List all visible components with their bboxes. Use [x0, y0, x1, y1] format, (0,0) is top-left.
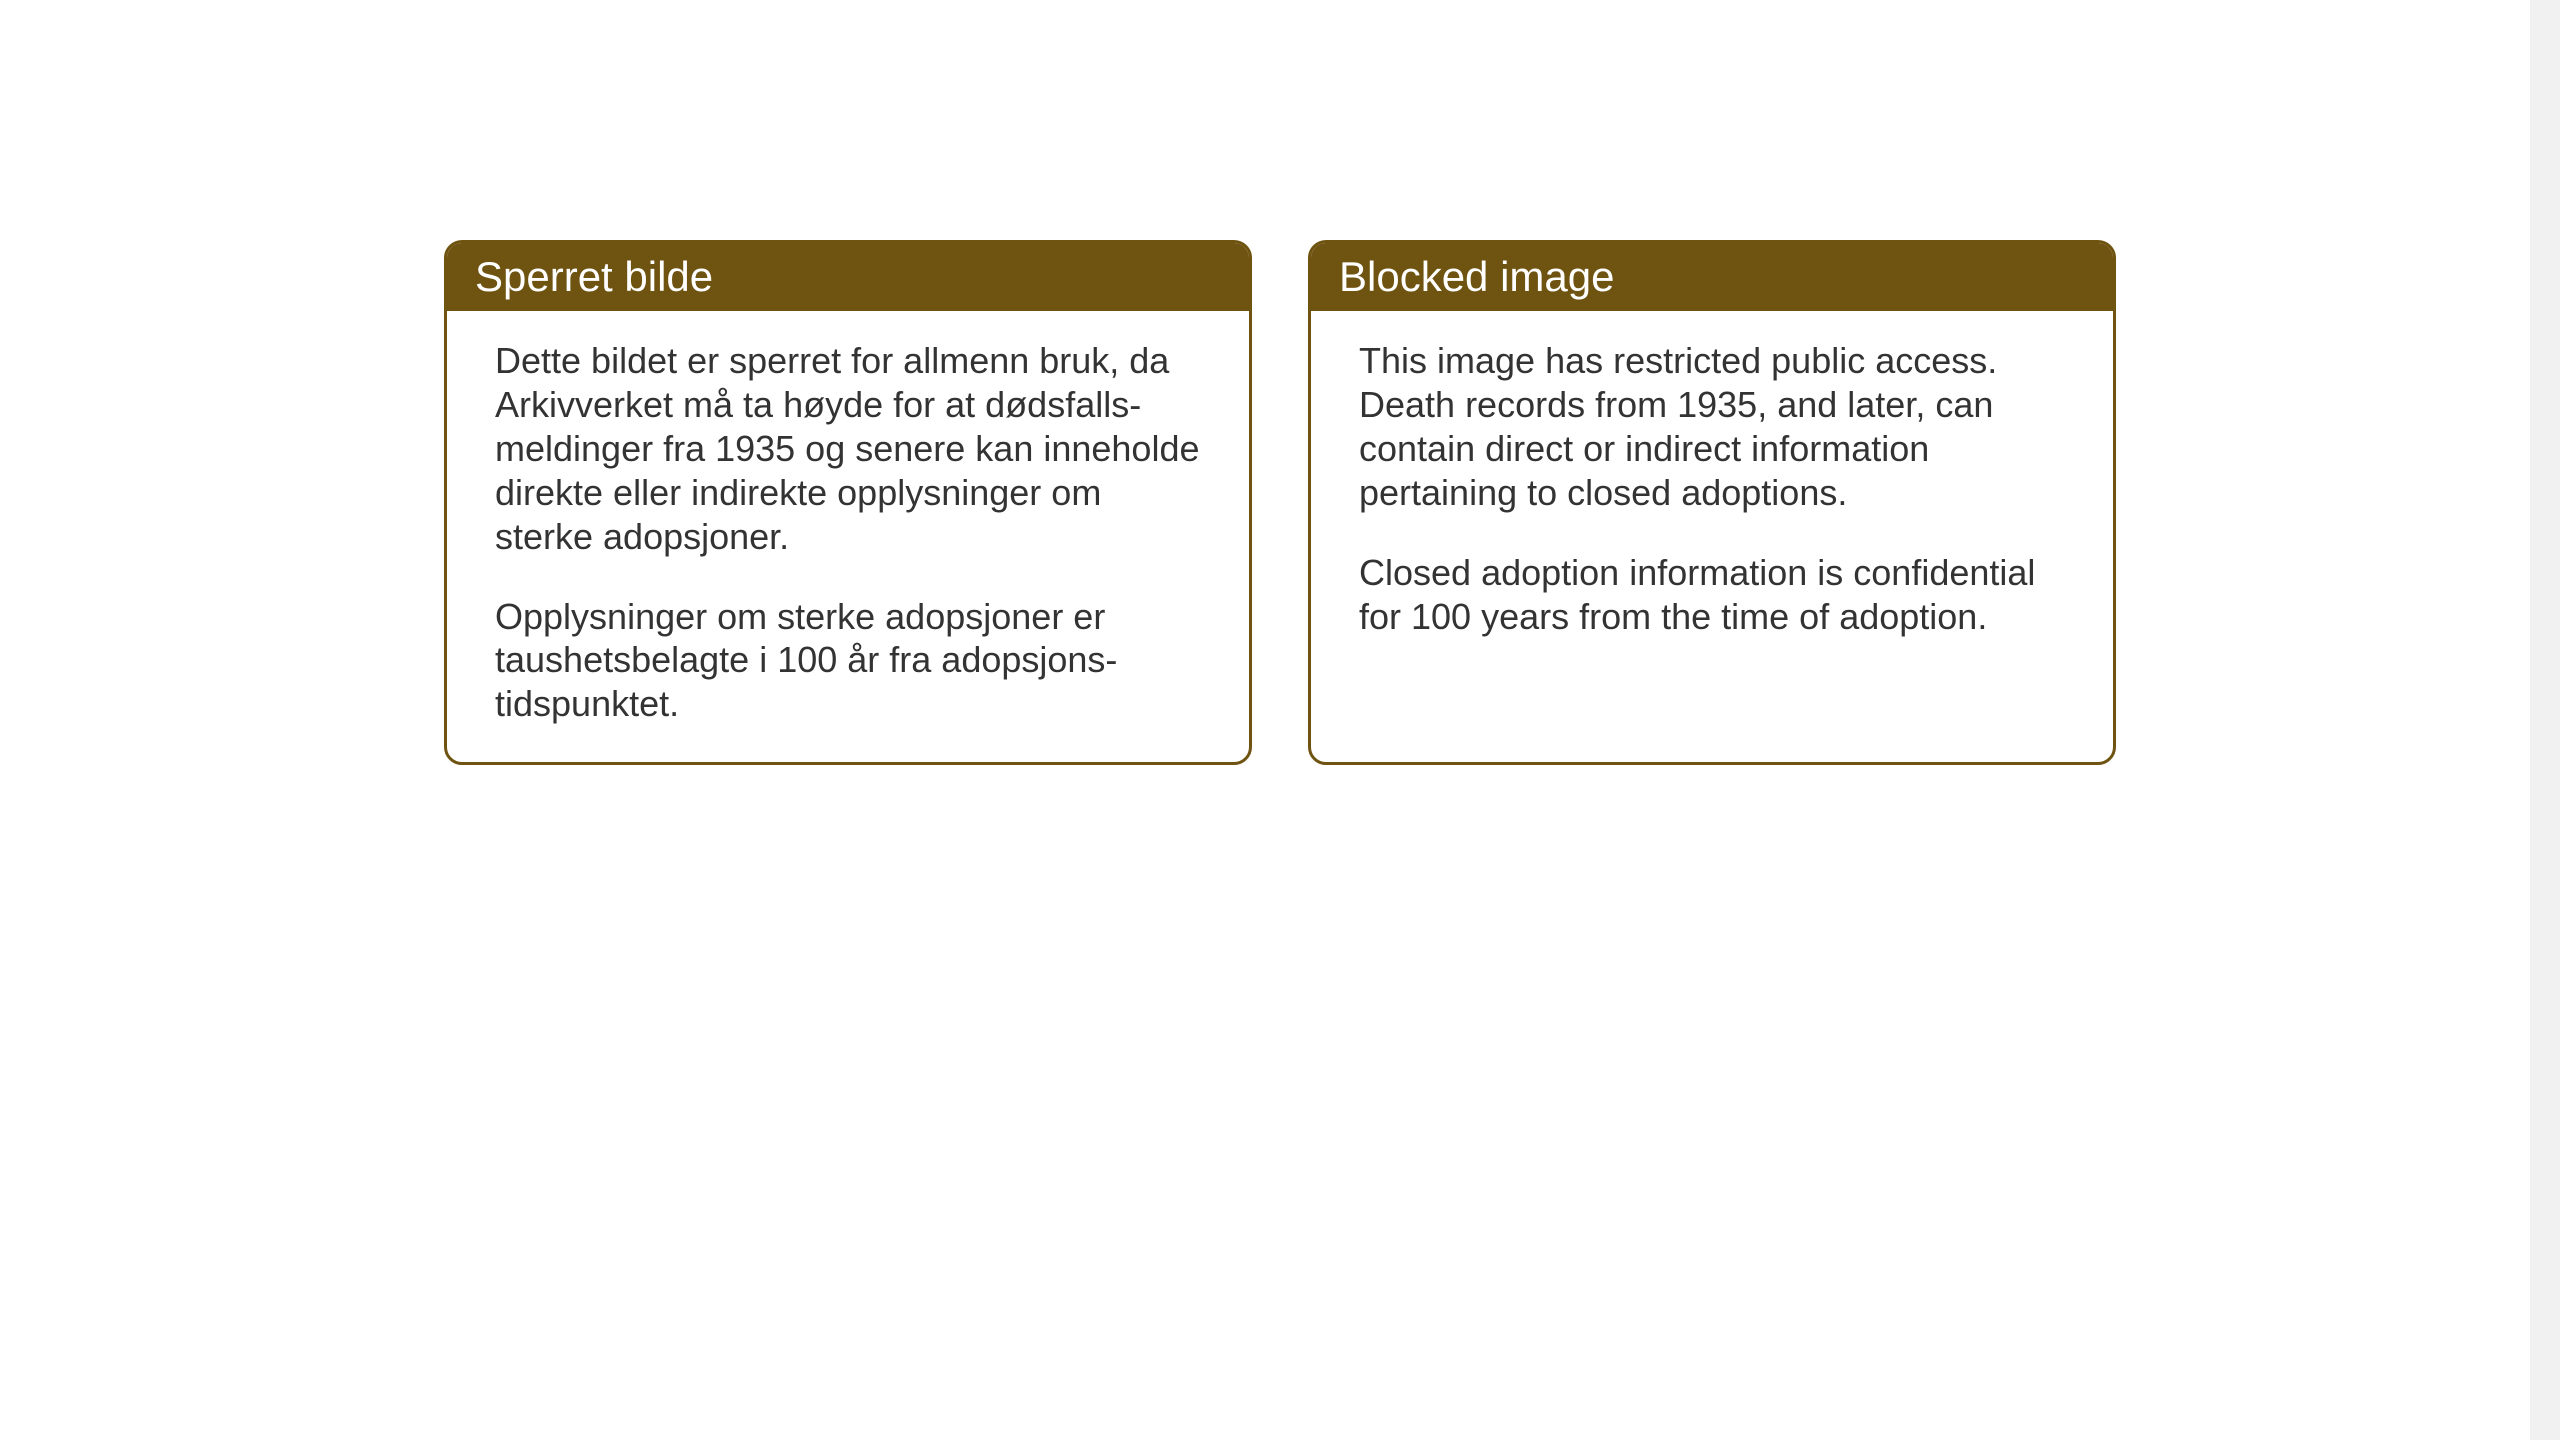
english-notice-card: Blocked image This image has restricted …	[1308, 240, 2116, 765]
scrollbar-track[interactable]	[2530, 0, 2560, 1440]
english-card-title: Blocked image	[1339, 253, 1614, 300]
english-paragraph-1: This image has restricted public access.…	[1359, 339, 2065, 515]
english-card-body: This image has restricted public access.…	[1311, 311, 2113, 674]
norwegian-paragraph-2: Opplysninger om sterke adopsjoner er tau…	[495, 595, 1201, 727]
norwegian-card-body: Dette bildet er sperret for allmenn bruk…	[447, 311, 1249, 762]
norwegian-notice-card: Sperret bilde Dette bildet er sperret fo…	[444, 240, 1252, 765]
english-card-header: Blocked image	[1311, 243, 2113, 311]
english-paragraph-2: Closed adoption information is confident…	[1359, 551, 2065, 639]
norwegian-card-header: Sperret bilde	[447, 243, 1249, 311]
notice-cards-container: Sperret bilde Dette bildet er sperret fo…	[444, 240, 2116, 765]
norwegian-paragraph-1: Dette bildet er sperret for allmenn bruk…	[495, 339, 1201, 559]
norwegian-card-title: Sperret bilde	[475, 253, 713, 300]
